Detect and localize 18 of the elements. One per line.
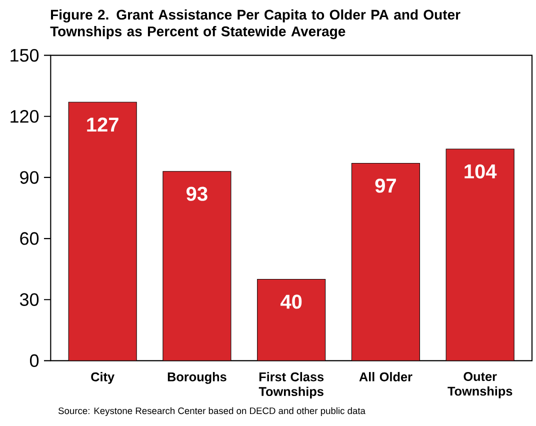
- data-label: 127: [87, 118, 118, 132]
- y-tick-label: 30: [20, 293, 39, 306]
- y-tick-label: 150: [10, 48, 39, 62]
- y-tick-label: 60: [20, 232, 39, 245]
- y-tick-label: 120: [10, 110, 39, 123]
- chart-title: Figure 2. Grant Assistance Per Capita to Older PA and Outer Townships as Percent of Statewide Average: [50, 9, 460, 40]
- y-tick-label: 0: [30, 354, 39, 368]
- data-label: 104: [464, 164, 497, 178]
- x-tick-label: City: [91, 372, 114, 384]
- x-tick-label: Outer Townships: [448, 372, 512, 398]
- x-tick-label: Boroughs: [168, 372, 226, 384]
- data-label: 40: [280, 294, 302, 309]
- y-tick-label: 90: [20, 171, 39, 184]
- source-note: Source: Keystone Research Center based on DECD and other public data: [58, 407, 366, 416]
- data-label: 93: [186, 186, 208, 201]
- x-tick-label: All Older: [359, 372, 412, 382]
- data-label: 97: [375, 178, 396, 193]
- x-tick-label: First Class Townships: [258, 372, 324, 399]
